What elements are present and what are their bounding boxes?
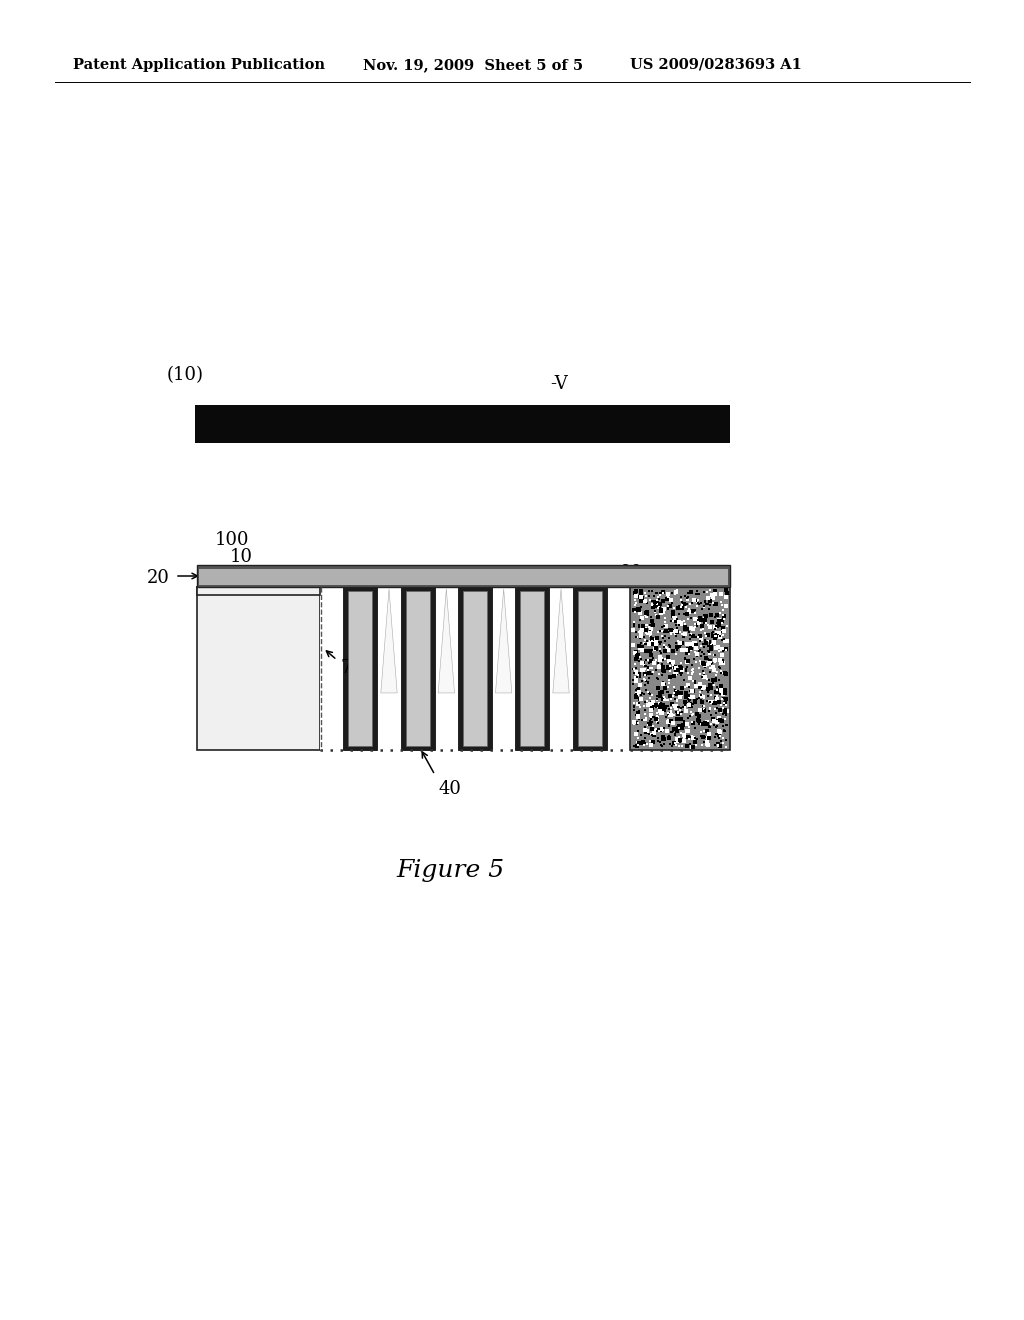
Bar — [572, 587, 606, 750]
Bar — [343, 587, 377, 750]
Bar — [463, 591, 487, 746]
Bar — [515, 587, 549, 750]
Text: 20: 20 — [147, 569, 170, 587]
Text: Figure 5: Figure 5 — [396, 858, 504, 882]
Bar — [400, 587, 434, 750]
Bar — [195, 405, 730, 444]
Bar — [197, 565, 730, 587]
Bar — [319, 587, 630, 750]
Text: (10): (10) — [167, 366, 204, 384]
Text: 40: 40 — [438, 780, 462, 799]
Bar — [197, 587, 319, 750]
Text: Patent Application Publication: Patent Application Publication — [73, 58, 325, 73]
Bar — [630, 587, 730, 750]
Bar — [199, 569, 728, 585]
Bar — [406, 591, 430, 746]
Polygon shape — [438, 589, 455, 693]
Text: -V: -V — [550, 375, 567, 393]
Text: 10: 10 — [230, 548, 253, 566]
Text: 90: 90 — [620, 564, 643, 582]
Polygon shape — [496, 589, 512, 693]
Text: Nov. 19, 2009  Sheet 5 of 5: Nov. 19, 2009 Sheet 5 of 5 — [362, 58, 583, 73]
Text: US 2009/0283693 A1: US 2009/0283693 A1 — [630, 58, 802, 73]
Text: 70: 70 — [340, 659, 362, 677]
Text: 100: 100 — [215, 531, 250, 549]
Bar — [458, 587, 492, 750]
Bar — [520, 591, 545, 746]
Polygon shape — [381, 589, 397, 693]
Bar — [348, 591, 373, 746]
Polygon shape — [553, 589, 569, 693]
Bar — [578, 591, 602, 746]
Bar — [197, 587, 319, 595]
